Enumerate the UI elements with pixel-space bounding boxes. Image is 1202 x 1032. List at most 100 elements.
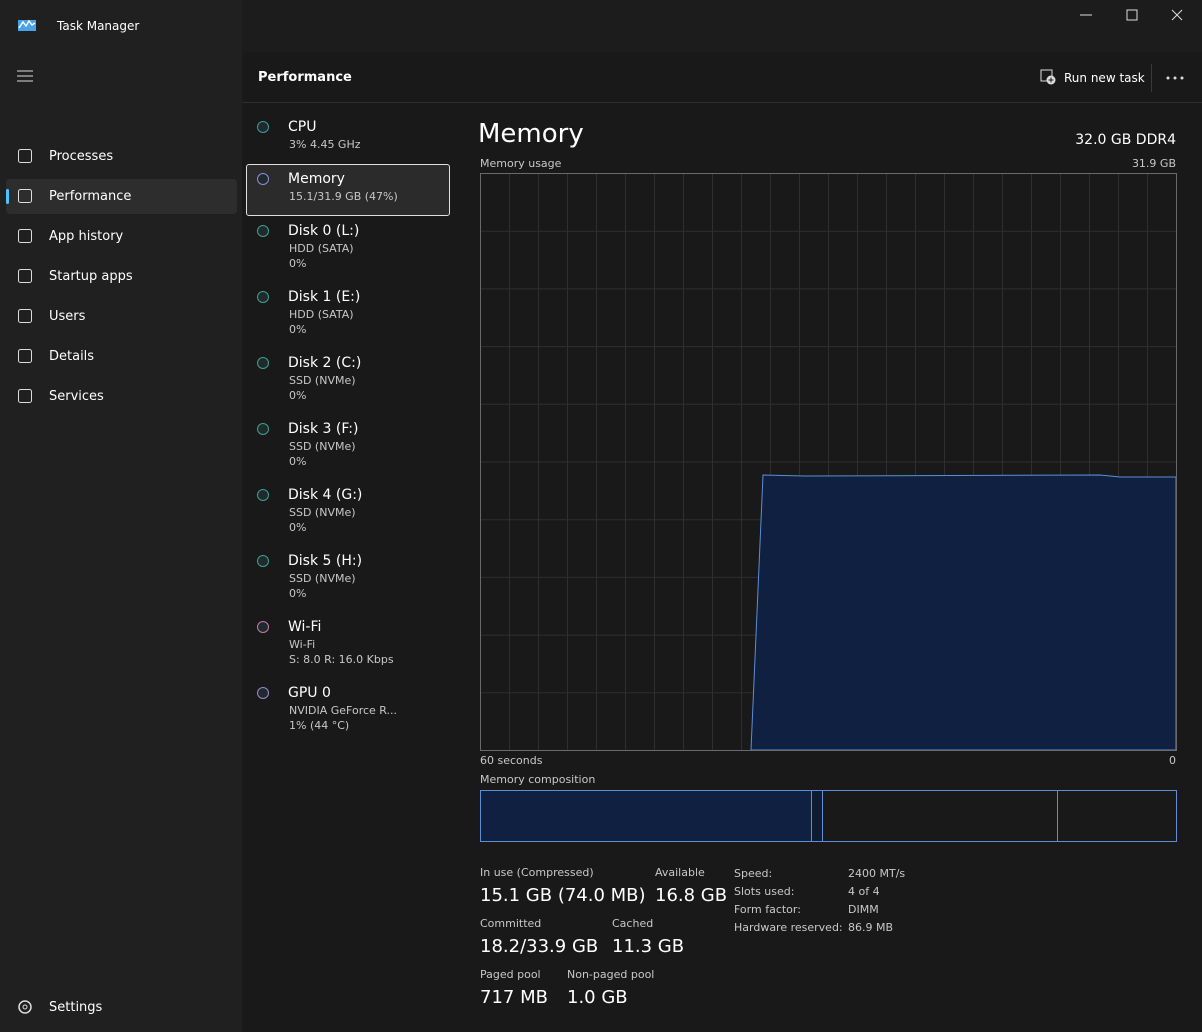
- device-name[interactable]: Disk 2 (C:): [288, 355, 362, 371]
- stat-value: 16.8 GB: [655, 885, 728, 906]
- icon-shape: [18, 309, 32, 323]
- app-icon: [18, 19, 36, 31]
- menu-button[interactable]: [17, 70, 33, 82]
- device-detail: SSD (NVMe): [289, 440, 356, 453]
- device-name[interactable]: Disk 3 (F:): [288, 421, 359, 437]
- prop-value: 4 of 4: [848, 885, 880, 898]
- device-detail: S: 8.0 R: 16.0 Kbps: [289, 653, 394, 666]
- close-button[interactable]: [1171, 9, 1183, 21]
- device-detail: SSD (NVMe): [289, 374, 356, 387]
- settings-icon: [18, 1000, 32, 1014]
- device-name[interactable]: Disk 1 (E:): [288, 289, 361, 305]
- more-button[interactable]: [1166, 75, 1184, 81]
- nav-item[interactable]: Users: [49, 309, 86, 324]
- prop-label: Form factor:: [734, 903, 801, 916]
- graph-label: Memory usage: [480, 157, 562, 170]
- device-name[interactable]: Memory: [288, 171, 345, 187]
- stat-label: Non-paged pool: [567, 968, 655, 981]
- nav-icon: [18, 189, 32, 203]
- device-detail: HDD (SATA): [289, 242, 354, 255]
- stat-label: Cached: [612, 917, 654, 930]
- device-name[interactable]: Disk 4 (G:): [288, 487, 363, 503]
- nav-item[interactable]: Details: [49, 349, 95, 364]
- device-selection: [246, 164, 450, 216]
- prop-value: DIMM: [848, 903, 879, 916]
- device-dot: [257, 423, 269, 435]
- composition-bar: [480, 790, 1177, 842]
- stat-label: Committed: [480, 917, 542, 930]
- device-name[interactable]: Wi-Fi: [288, 619, 322, 635]
- icon-shape: [22, 1004, 28, 1010]
- device-detail: SSD (NVMe): [289, 506, 356, 519]
- run-task-icon: [1040, 69, 1056, 85]
- nav-icon: [18, 269, 32, 283]
- run-new-task-button[interactable]: Run new task: [1064, 71, 1145, 85]
- device-dot: [257, 687, 269, 699]
- icon-shape: [18, 1000, 32, 1014]
- device-dot: [257, 555, 269, 567]
- device-dot: [257, 121, 269, 133]
- device-detail: Wi-Fi: [289, 638, 316, 651]
- device-dot: [257, 291, 269, 303]
- device-detail: 0%: [289, 455, 307, 468]
- usage-graph: [480, 173, 1177, 751]
- stat-value: 717 MB: [480, 987, 548, 1008]
- nav-pane: [0, 0, 242, 1032]
- window-title: Task Manager: [57, 19, 140, 33]
- icon-shape: [18, 389, 32, 403]
- nav-indicator: [6, 189, 9, 204]
- nav-icon: [18, 349, 32, 363]
- prop-label: Slots used:: [734, 885, 795, 898]
- icon-shape: [18, 269, 32, 283]
- nav-selection: [6, 179, 237, 214]
- detail-title: Memory: [478, 119, 584, 149]
- device-name[interactable]: CPU: [288, 119, 317, 135]
- in-use-segment: [480, 790, 812, 842]
- composition-label: Memory composition: [480, 773, 596, 786]
- device-detail: 0%: [289, 257, 307, 270]
- stat-label: Available: [655, 866, 705, 879]
- modified-segment: [811, 790, 823, 842]
- device-detail: 0%: [289, 587, 307, 600]
- nav-item[interactable]: Services: [49, 389, 104, 404]
- device-detail: 0%: [289, 389, 307, 402]
- device-name[interactable]: Disk 0 (L:): [288, 223, 360, 239]
- device-detail: 1% (44 °C): [289, 719, 350, 732]
- icon-shape: [18, 149, 32, 163]
- nav-item[interactable]: Performance: [49, 189, 132, 204]
- prop-label: Speed:: [734, 867, 773, 880]
- stat-label: In use (Compressed): [480, 866, 594, 879]
- prop-label: Hardware reserved:: [734, 921, 843, 934]
- device-detail: 0%: [289, 521, 307, 534]
- device-detail: HDD (SATA): [289, 308, 354, 321]
- header-divider: [242, 102, 1202, 103]
- nav-icon: [18, 309, 32, 323]
- page-title: Performance: [258, 70, 352, 85]
- prop-value: 2400 MT/s: [848, 867, 906, 880]
- nav-icon: [18, 229, 32, 243]
- nav-item[interactable]: Processes: [49, 149, 114, 164]
- nav-icon: [18, 389, 32, 403]
- maximize-button[interactable]: [1126, 9, 1138, 21]
- graph-max: 31.9 GB: [1131, 157, 1176, 170]
- device-detail: 3% 4.45 GHz: [289, 138, 361, 151]
- device-name[interactable]: GPU 0: [288, 685, 331, 701]
- device-detail: 15.1/31.9 GB (47%): [289, 190, 398, 203]
- device-name[interactable]: Disk 5 (H:): [288, 553, 363, 569]
- nav-item[interactable]: App history: [49, 229, 124, 244]
- nav-item[interactable]: Startup apps: [49, 269, 133, 284]
- icon-shape: [18, 349, 32, 363]
- device-detail: 0%: [289, 323, 307, 336]
- graph-frame: [480, 173, 1177, 751]
- icon-shape: [18, 189, 32, 203]
- settings-item[interactable]: Settings: [49, 1000, 103, 1015]
- prop-value: 86.9 MB: [848, 921, 894, 934]
- stat-value: 15.1 GB (74.0 MB): [480, 885, 646, 906]
- device-dot: [257, 357, 269, 369]
- device-dot: [257, 489, 269, 501]
- divider: [1151, 64, 1152, 92]
- nav-icon: [18, 149, 32, 163]
- detail-spec: 32.0 GB DDR4: [1075, 132, 1176, 148]
- stat-value: 1.0 GB: [567, 987, 628, 1008]
